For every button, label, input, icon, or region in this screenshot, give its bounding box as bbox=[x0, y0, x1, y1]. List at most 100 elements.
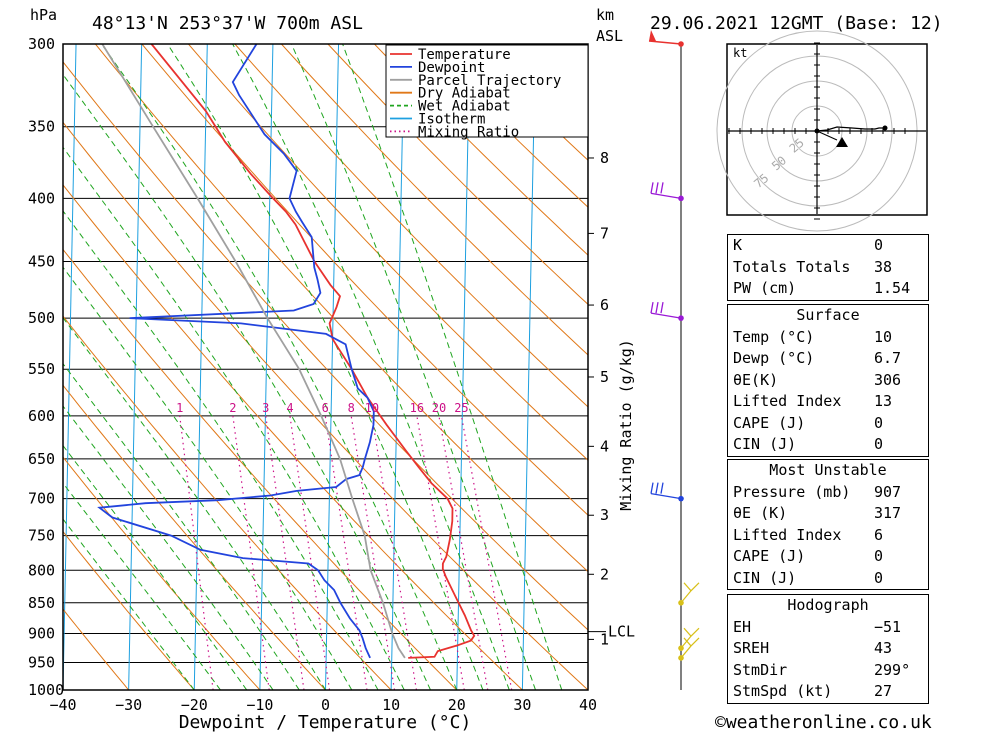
legend-label: Isotherm bbox=[418, 112, 485, 128]
x-tick-labels: −40 −30 −20 −10 0 10 20 30 40 bbox=[49, 696, 597, 714]
index-row: Dewp (°C) 6.7 bbox=[728, 348, 928, 370]
pressure-tick-label: 400 bbox=[28, 189, 55, 207]
pressure-tick-label: 650 bbox=[28, 450, 55, 468]
pressure-tick-label: 500 bbox=[28, 309, 55, 327]
datetime-label: 29.06.2021 12GMT (Base: 12) bbox=[650, 13, 943, 34]
pressure-tick-label: 850 bbox=[28, 594, 55, 612]
pressure-tick-label: 450 bbox=[28, 253, 55, 271]
wind-barb-feather bbox=[650, 482, 654, 494]
dry-adiabat-line bbox=[63, 121, 588, 690]
x-tick-label: −20 bbox=[181, 696, 208, 714]
wind-barb-feather bbox=[655, 182, 659, 194]
index-row: StmDir 299° bbox=[728, 660, 928, 682]
pressure-tick-label: 900 bbox=[28, 624, 55, 642]
mixing-ratio-label: 3 bbox=[262, 401, 269, 415]
asl-unit-label: ASL bbox=[596, 27, 623, 45]
index-row: PW (cm) 1.54 bbox=[728, 278, 928, 300]
index-value: 6 bbox=[874, 525, 884, 544]
pressure-tick-label: 700 bbox=[28, 490, 55, 508]
index-key: CAPE (J) bbox=[733, 547, 806, 565]
hodograph-unit-label: kt bbox=[733, 46, 747, 60]
index-row: Totals Totals 38 bbox=[728, 257, 928, 279]
storm-motion-marker bbox=[836, 137, 848, 147]
index-value: 0 bbox=[874, 413, 884, 432]
lcl-label: LCL bbox=[608, 623, 635, 641]
copyright-label: ©weatheronline.co.uk bbox=[715, 712, 932, 733]
dry-adiabat-line bbox=[63, 608, 129, 690]
isotherm-line bbox=[0, 44, 10, 690]
index-row: Pressure (mb) 907 bbox=[728, 482, 928, 504]
x-tick-label: 0 bbox=[321, 696, 330, 714]
legend-label: Mixing Ratio bbox=[418, 124, 519, 140]
isotherm-line bbox=[390, 44, 405, 690]
pressure-tick-label: 1000 bbox=[28, 681, 64, 699]
dry-adiabat-line bbox=[188, 44, 588, 461]
index-key: CAPE (J) bbox=[733, 413, 806, 432]
km-tick-label: 6 bbox=[600, 296, 609, 314]
index-row: Lifted Index 6 bbox=[728, 525, 928, 547]
index-key: θE(K) bbox=[733, 370, 779, 389]
most-unstable-table: Most Unstable Pressure (mb) 907 θE (K) 317… bbox=[727, 459, 929, 590]
section-title: Hodograph bbox=[787, 596, 869, 614]
mixing-ratio-line bbox=[324, 415, 368, 690]
km-tick-label: 5 bbox=[600, 368, 609, 386]
km-unit-label: km bbox=[596, 6, 614, 24]
hodograph-trace bbox=[816, 126, 885, 132]
x-tick-label: −40 bbox=[49, 696, 76, 714]
index-key: Temp (°C) bbox=[733, 327, 815, 346]
x-tick-label: 30 bbox=[513, 696, 531, 714]
wind-barb-dot bbox=[678, 495, 684, 502]
mixing-ratio-line bbox=[371, 415, 418, 690]
mixing-ratio-line bbox=[179, 415, 214, 690]
wind-barb-staff bbox=[680, 582, 700, 604]
pressure-tick-label: 750 bbox=[28, 527, 55, 545]
mixing-ratio-line bbox=[265, 415, 305, 690]
x-tick-label: 10 bbox=[382, 696, 400, 714]
isotherm-line bbox=[456, 44, 471, 690]
mixing-ratio-line bbox=[416, 415, 465, 690]
isotherm-line bbox=[63, 44, 77, 690]
index-value: 299° bbox=[874, 660, 911, 679]
index-row: StmSpd (kt) 27 bbox=[728, 681, 928, 703]
index-row: CIN (J) 0 bbox=[728, 434, 928, 456]
km-tick-label: 3 bbox=[600, 506, 609, 524]
mixing-ratio-line bbox=[289, 415, 331, 690]
wet-adiabat-line bbox=[63, 146, 405, 690]
index-key: K bbox=[733, 236, 743, 254]
index-value: 306 bbox=[874, 370, 902, 389]
dry-adiabat-line bbox=[63, 184, 523, 690]
wind-barb-staff bbox=[648, 40, 682, 45]
km-tick-label: 8 bbox=[600, 149, 609, 167]
background-lines bbox=[0, 44, 588, 690]
wind-barb-feather bbox=[650, 301, 654, 314]
location-title: 48°13'N 253°37'W 700m ASL bbox=[92, 13, 363, 34]
index-key: Dewp (°C) bbox=[733, 349, 815, 367]
mixing-ratio-label: 20 bbox=[432, 401, 446, 415]
hodograph-indices-table: Hodograph EH −51 SREH 43 StmDir 299° StmSpd… bbox=[727, 594, 929, 704]
wind-barb-staff bbox=[650, 192, 682, 199]
wet-adiabat-line bbox=[232, 44, 510, 690]
index-key: Lifted Index bbox=[733, 525, 842, 544]
pressure-tick-label: 600 bbox=[28, 407, 55, 425]
mixing-ratio-labels: 1 2 3 4 6 8 10 16 20 25 bbox=[176, 401, 469, 415]
series-layer bbox=[97, 44, 476, 659]
pressure-tick-label: 950 bbox=[28, 653, 55, 671]
index-value: 10 bbox=[874, 327, 893, 346]
dry-adiabat-line bbox=[374, 44, 588, 256]
wet-adiabat-line bbox=[63, 482, 221, 690]
index-key: θE (K) bbox=[733, 504, 788, 522]
wind-barb-flag bbox=[683, 582, 692, 592]
mixing-ratio-label: 25 bbox=[454, 401, 468, 415]
dry-adiabat-line bbox=[95, 44, 588, 573]
mixing-ratio-label: 4 bbox=[286, 401, 293, 415]
index-value: 27 bbox=[874, 682, 893, 700]
index-row: CIN (J) 0 bbox=[728, 568, 928, 590]
index-value: 0 bbox=[874, 435, 884, 453]
pressure-tick-label: 800 bbox=[28, 561, 55, 579]
index-key: Lifted Index bbox=[733, 392, 842, 410]
plot-frame bbox=[62, 43, 589, 691]
